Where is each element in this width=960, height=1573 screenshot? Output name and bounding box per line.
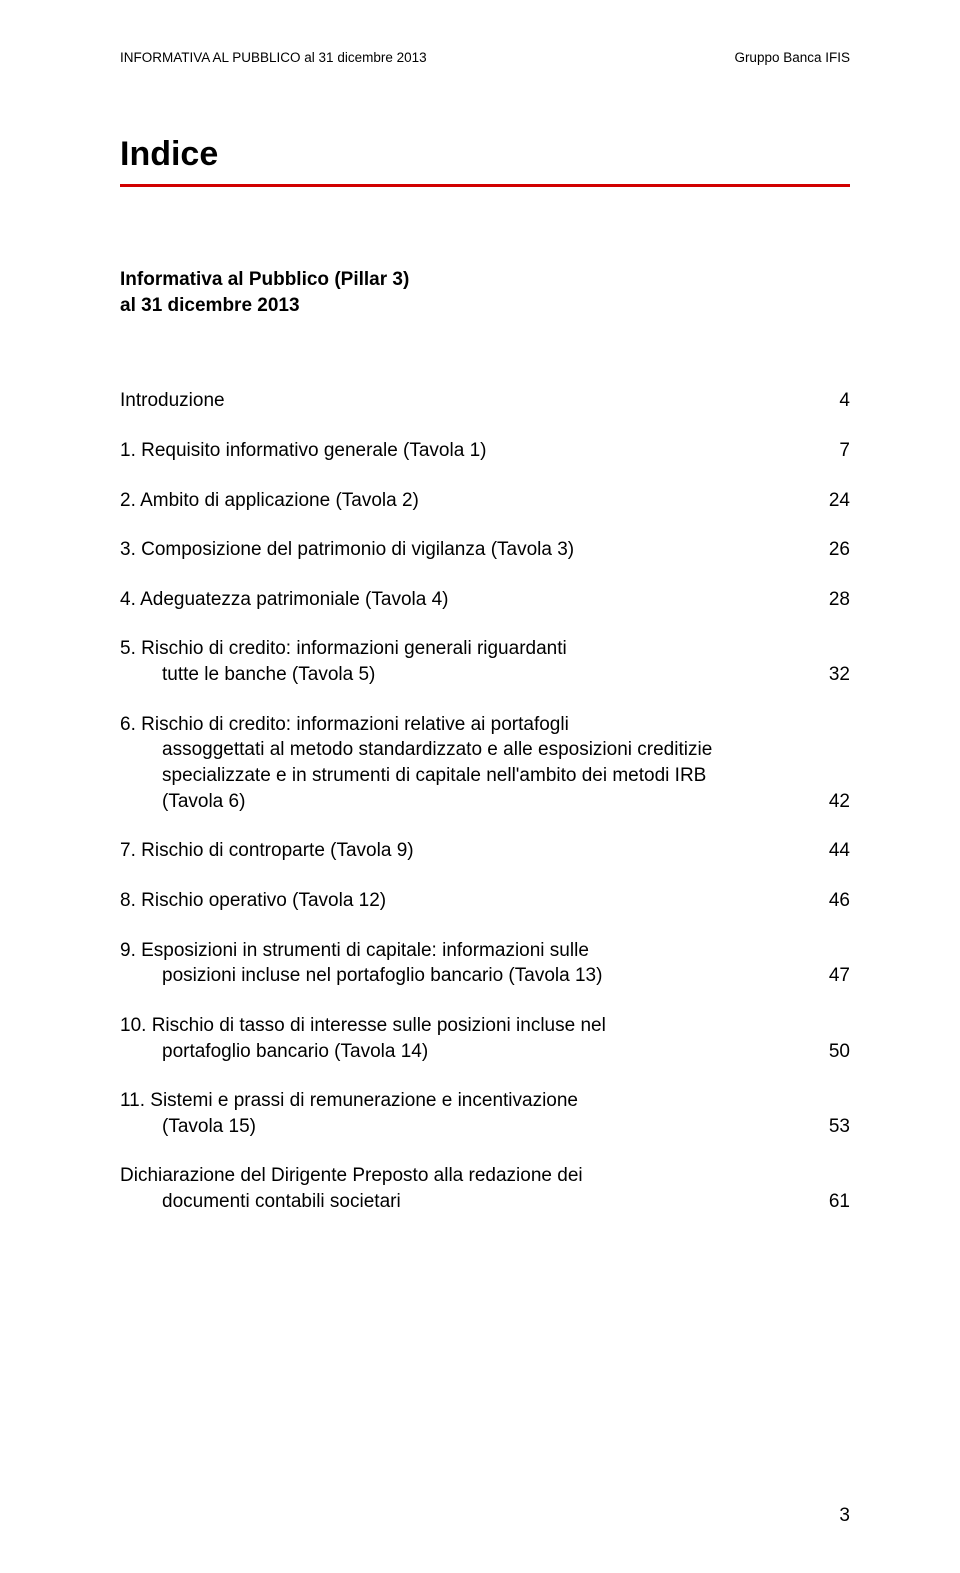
toc-label-text: 9. Esposizioni in strumenti di capitale:…	[120, 940, 589, 961]
toc-page: 44	[809, 838, 850, 864]
toc-entry: Introduzione 4	[120, 388, 850, 414]
toc-entry: 3. Composizione del patrimonio di vigila…	[120, 537, 850, 563]
subtitle-line2: al 31 dicembre 2013	[120, 295, 300, 316]
toc-label-text: 1. Requisito informativo generale (Tavol…	[120, 440, 486, 461]
toc-label-text: 8. Rischio operativo (Tavola 12)	[120, 890, 386, 911]
toc-page: 61	[809, 1189, 850, 1215]
toc-label-text: 10. Rischio di tasso di interesse sulle …	[120, 1015, 606, 1036]
document-page: INFORMATIVA AL PUBBLICO al 31 dicembre 2…	[0, 0, 960, 1573]
toc-label-cont: posizioni incluse nel portafoglio bancar…	[120, 963, 602, 989]
toc-label-text: Dichiarazione del Dirigente Preposto all…	[120, 1165, 583, 1186]
toc-entry: 1. Requisito informativo generale (Tavol…	[120, 438, 850, 464]
toc-label-text: Introduzione	[120, 390, 225, 411]
page-title: Indice	[120, 135, 850, 174]
toc-label-text: 7. Rischio di controparte (Tavola 9)	[120, 840, 414, 861]
toc-entry: 7. Rischio di controparte (Tavola 9) 44	[120, 838, 850, 864]
toc-entry: 6. Rischio di credito: informazioni rela…	[120, 712, 850, 815]
toc-label: 2. Ambito di applicazione (Tavola 2)	[120, 488, 419, 514]
toc-label: 4. Adeguatezza patrimoniale (Tavola 4)	[120, 587, 448, 613]
header-left: INFORMATIVA AL PUBBLICO al 31 dicembre 2…	[120, 50, 427, 65]
toc-label-text: 3. Composizione del patrimonio di vigila…	[120, 539, 574, 560]
toc-label-cont: documenti contabili societari	[120, 1189, 583, 1215]
toc-page: 53	[809, 1114, 850, 1140]
toc-label: 9. Esposizioni in strumenti di capitale:…	[120, 938, 602, 989]
toc-label-cont: assoggettati al metodo standardizzato e …	[120, 737, 740, 814]
toc-label: 3. Composizione del patrimonio di vigila…	[120, 537, 574, 563]
toc-label: 10. Rischio di tasso di interesse sulle …	[120, 1013, 606, 1064]
toc-page: 28	[809, 587, 850, 613]
toc-label: 5. Rischio di credito: informazioni gene…	[120, 636, 567, 687]
running-header: INFORMATIVA AL PUBBLICO al 31 dicembre 2…	[120, 50, 850, 65]
toc-label-cont: tutte le banche (Tavola 5)	[120, 662, 567, 688]
toc-label: 8. Rischio operativo (Tavola 12)	[120, 888, 386, 914]
toc-label: 7. Rischio di controparte (Tavola 9)	[120, 838, 414, 864]
toc-page: 46	[809, 888, 850, 914]
toc-page: 26	[809, 537, 850, 563]
toc-label: 11. Sistemi e prassi di remunerazione e …	[120, 1088, 578, 1139]
toc-label: Dichiarazione del Dirigente Preposto all…	[120, 1163, 583, 1214]
toc-entry: 2. Ambito di applicazione (Tavola 2) 24	[120, 488, 850, 514]
toc-page: 42	[809, 789, 850, 815]
toc-label-text: 4. Adeguatezza patrimoniale (Tavola 4)	[120, 589, 448, 610]
subtitle: Informativa al Pubblico (Pillar 3) al 31…	[120, 267, 850, 318]
toc-entry: 10. Rischio di tasso di interesse sulle …	[120, 1013, 850, 1064]
toc-page: 32	[809, 662, 850, 688]
toc-label: 6. Rischio di credito: informazioni rela…	[120, 712, 740, 815]
toc-label-cont: portafoglio bancario (Tavola 14)	[120, 1039, 606, 1065]
toc-entry: 4. Adeguatezza patrimoniale (Tavola 4) 2…	[120, 587, 850, 613]
toc-label: Introduzione	[120, 388, 225, 414]
toc-page: 7	[819, 438, 850, 464]
toc-label-text: 11. Sistemi e prassi di remunerazione e …	[120, 1090, 578, 1111]
subtitle-line1: Informativa al Pubblico (Pillar 3)	[120, 269, 409, 290]
toc-entry: Dichiarazione del Dirigente Preposto all…	[120, 1163, 850, 1214]
toc-entry: 9. Esposizioni in strumenti di capitale:…	[120, 938, 850, 989]
toc-entry: 5. Rischio di credito: informazioni gene…	[120, 636, 850, 687]
header-right: Gruppo Banca IFIS	[734, 50, 850, 65]
toc-label-text: 5. Rischio di credito: informazioni gene…	[120, 638, 567, 659]
toc-label-text: 6. Rischio di credito: informazioni rela…	[120, 714, 569, 735]
toc-page: 50	[809, 1039, 850, 1065]
toc-label-cont: (Tavola 15)	[120, 1114, 578, 1140]
page-number: 3	[839, 1505, 850, 1527]
toc-entry: 8. Rischio operativo (Tavola 12) 46	[120, 888, 850, 914]
toc-entry: 11. Sistemi e prassi di remunerazione e …	[120, 1088, 850, 1139]
toc-page: 4	[819, 388, 850, 414]
toc-page: 47	[809, 963, 850, 989]
toc-page: 24	[809, 488, 850, 514]
toc-label-text: 2. Ambito di applicazione (Tavola 2)	[120, 490, 419, 511]
table-of-contents: Introduzione 4 1. Requisito informativo …	[120, 388, 850, 1214]
toc-label: 1. Requisito informativo generale (Tavol…	[120, 438, 486, 464]
title-rule	[120, 184, 850, 187]
